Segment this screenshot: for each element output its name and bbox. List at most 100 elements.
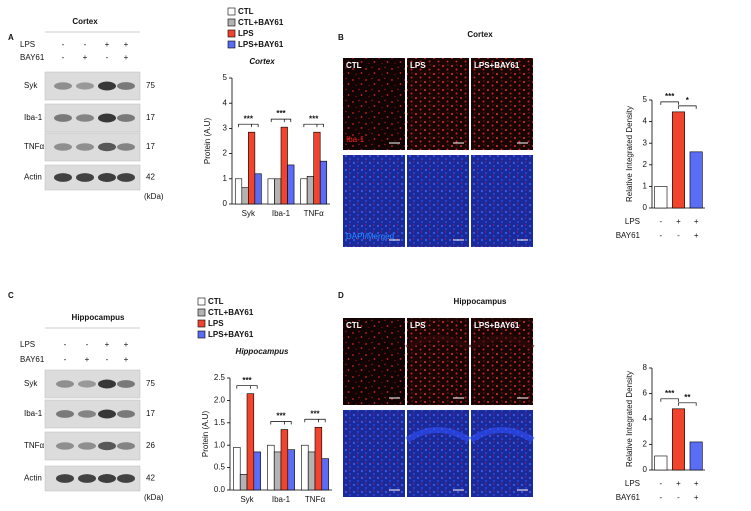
y-tick-label: 1 xyxy=(643,182,648,191)
legend-swatch xyxy=(197,308,206,317)
blot-band xyxy=(78,442,96,450)
treatment-name: LPS xyxy=(20,40,35,49)
x-tick-label: TNFα xyxy=(304,209,325,218)
blot-band xyxy=(117,380,135,388)
blot-background xyxy=(44,431,141,461)
blot-band xyxy=(98,142,116,152)
image-row-label: DAPI/Merged xyxy=(346,232,394,241)
mw-unit: (kDa) xyxy=(144,192,164,201)
legend-swatch xyxy=(227,7,236,16)
y-tick-label: 5 xyxy=(643,95,648,104)
y-axis-label: Protein (A.U) xyxy=(201,411,210,458)
micrograph xyxy=(471,318,533,405)
treatment-mark: + xyxy=(694,217,699,226)
bar xyxy=(246,393,255,491)
blot-mw: 17 xyxy=(146,142,155,151)
blot-band xyxy=(98,379,116,389)
treatment-mark: - xyxy=(64,340,67,349)
bar xyxy=(280,429,289,491)
tissue-band xyxy=(405,335,471,351)
image-column-label: CTL xyxy=(346,61,362,70)
blot-protein: Actin xyxy=(24,474,42,483)
legend-swatch xyxy=(197,319,206,328)
blot-background xyxy=(44,399,141,429)
blot-band xyxy=(117,173,135,182)
legend-swatch xyxy=(227,29,236,38)
bar xyxy=(307,451,316,491)
significance-bracket xyxy=(238,123,259,128)
treatment-mark: - xyxy=(677,231,680,240)
bar xyxy=(654,186,668,209)
blot-protein: Iba-1 xyxy=(24,409,43,418)
blot-band xyxy=(78,380,96,388)
significance: *** xyxy=(309,114,319,123)
bar xyxy=(280,126,288,205)
bar xyxy=(267,178,275,205)
x-tick-label: TNFα xyxy=(305,495,326,504)
y-tick-label: 3 xyxy=(223,124,228,133)
treatment-mark: - xyxy=(659,217,662,226)
treatment-mark: + xyxy=(83,53,88,62)
significance-bracket xyxy=(678,402,697,406)
blot-mw: 75 xyxy=(146,379,155,388)
blot-protein: Iba-1 xyxy=(24,113,43,122)
treatment-mark: + xyxy=(85,355,90,364)
micrograph xyxy=(343,410,405,497)
y-tick-label: 0 xyxy=(643,203,648,212)
treatment-mark: - xyxy=(106,53,109,62)
legend-label: LPS xyxy=(208,319,224,328)
legend-swatch xyxy=(227,40,236,49)
micrograph xyxy=(407,410,469,497)
chart-title: Cortex xyxy=(249,57,275,66)
bar xyxy=(672,408,685,471)
x-tick-label: Iba-1 xyxy=(272,495,291,504)
micrograph xyxy=(343,318,405,405)
blot-protein: Syk xyxy=(24,379,38,388)
treatment-mark: + xyxy=(124,340,129,349)
blot-mw: 42 xyxy=(146,474,155,483)
x-tick-label: Syk xyxy=(240,495,254,504)
legend-label: CTL xyxy=(208,297,224,306)
bar xyxy=(654,455,668,471)
mw-unit: (kDa) xyxy=(144,493,164,502)
treatment-mark: - xyxy=(84,40,87,49)
chart-title: Hippocampus xyxy=(236,347,289,356)
blot-background xyxy=(44,103,141,133)
treatment-mark: + xyxy=(105,340,110,349)
blot-protein: Syk xyxy=(24,81,38,90)
significance: *** xyxy=(310,409,320,418)
treatment-mark: - xyxy=(659,493,662,502)
significance: * xyxy=(686,96,690,105)
bar xyxy=(273,451,282,491)
bar xyxy=(254,173,262,205)
blot-band xyxy=(98,441,116,451)
significance: *** xyxy=(665,389,675,398)
y-axis-label: Relative Integrated Density xyxy=(625,106,634,202)
treatment-mark: + xyxy=(694,231,699,240)
legend-label: LPS+BAY61 xyxy=(208,330,254,339)
y-axis-label: Protein (A.U) xyxy=(203,118,212,165)
micrograph xyxy=(343,155,405,247)
treatment-name: BAY61 xyxy=(20,53,45,62)
micrograph xyxy=(407,318,469,405)
bar xyxy=(253,451,261,491)
blot-band xyxy=(56,442,74,450)
panel-label: C xyxy=(8,291,14,300)
image-title: Hippocampus xyxy=(454,297,507,306)
y-tick-label: 2.5 xyxy=(214,373,226,382)
blot-band xyxy=(56,380,74,388)
treatment-mark: - xyxy=(106,355,109,364)
treatment-name: BAY61 xyxy=(20,355,45,364)
bar xyxy=(306,175,314,205)
y-tick-label: 0.5 xyxy=(214,463,226,472)
significance: *** xyxy=(276,109,286,118)
significance-bracket xyxy=(236,385,258,389)
bar xyxy=(234,178,243,205)
significance-bracket xyxy=(304,418,326,423)
significance: *** xyxy=(244,114,254,123)
treatment-mark: + xyxy=(676,479,681,488)
bar xyxy=(314,426,323,491)
significance-bracket xyxy=(660,101,679,105)
bar xyxy=(239,474,248,491)
